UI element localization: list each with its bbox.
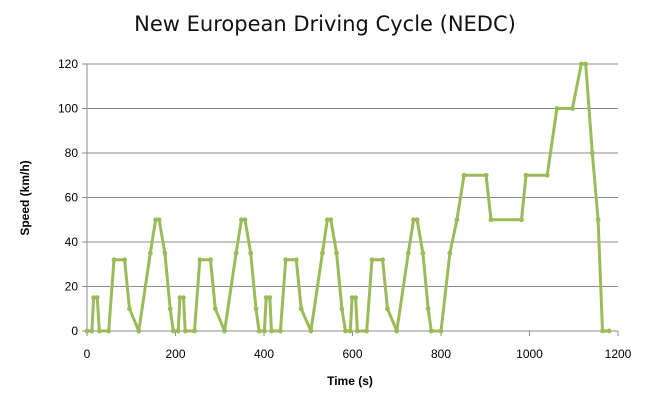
x-tick-label-400: 400 [254,347,274,361]
x-tick-label-1000: 1000 [516,347,543,361]
y-tick-label-20: 20 [65,280,79,294]
data-point-14 [167,306,173,312]
data-point-74 [589,150,595,156]
data-point-52 [380,257,385,263]
data-point-70 [554,106,560,111]
data-point-60 [428,328,434,334]
data-point-7 [122,257,128,263]
data-point-50 [364,328,370,334]
data-point-76 [600,328,605,334]
data-point-44 [339,306,345,312]
data-point-3 [94,295,100,301]
y-tick-label-100: 100 [58,102,78,116]
y-axis-title: Speed (km/h) [18,160,32,236]
data-point-48 [353,295,358,301]
y-tick-label-80: 80 [65,146,79,160]
data-point-25 [233,250,239,256]
y-tick-label-120: 120 [58,57,78,71]
data-point-22 [208,257,213,263]
data-point-29 [253,306,259,312]
data-point-23 [212,306,218,312]
data-point-12 [156,217,162,223]
data-point-4 [96,328,102,334]
data-point-49 [354,328,360,334]
series-line-0 [87,62,610,333]
data-point-0 [84,328,90,334]
data-point-57 [414,217,420,223]
data-point-9 [136,328,142,334]
data-point-55 [405,250,411,256]
data-point-51 [369,257,375,263]
data-point-6 [111,257,117,263]
data-point-73 [583,61,589,67]
data-point-19 [182,328,188,334]
data-point-15 [170,328,176,334]
x-tick-label-200: 200 [165,347,185,361]
data-point-39 [308,328,314,334]
data-point-11 [153,217,158,223]
data-point-72 [578,61,584,67]
data-point-71 [570,106,575,111]
data-point-24 [222,328,228,334]
data-point-33 [267,295,273,301]
x-tick-label-0: 0 [84,347,91,361]
data-point-77 [606,328,612,334]
data-point-41 [324,217,330,223]
data-point-42 [328,217,334,223]
data-point-28 [248,250,254,256]
data-point-16 [175,328,181,334]
data-point-17 [177,295,183,301]
data-point-59 [425,306,431,312]
data-point-26 [239,217,244,223]
data-point-8 [127,306,132,312]
data-point-45 [343,328,348,334]
data-point-54 [394,328,400,334]
data-point-56 [411,217,416,223]
y-tick-label-60: 60 [65,191,79,205]
data-point-34 [269,328,274,334]
y-tick-label-0: 0 [71,324,78,338]
data-point-58 [420,250,426,256]
data-point-43 [334,250,339,256]
data-point-35 [277,328,283,334]
y-tick-label-40: 40 [65,235,79,249]
data-point-31 [262,328,267,334]
data-point-27 [242,217,248,223]
data-point-63 [454,217,460,223]
data-point-67 [519,217,524,223]
data-point-20 [192,328,197,334]
data-point-37 [293,257,299,263]
data-point-47 [349,295,355,301]
data-point-40 [320,250,325,256]
data-point-61 [438,328,444,334]
data-point-75 [595,217,601,223]
data-point-46 [347,328,353,334]
data-point-2 [91,295,97,301]
data-point-36 [283,257,289,263]
data-point-1 [89,328,95,334]
x-tick-label-600: 600 [342,347,362,361]
data-point-65 [483,172,489,178]
data-point-13 [162,250,168,256]
data-point-68 [523,172,529,178]
x-tick-label-1200: 1200 [605,347,632,361]
data-point-30 [256,328,262,334]
data-point-53 [385,306,390,312]
data-point-5 [106,328,112,334]
data-point-21 [197,257,203,263]
x-tick-label-800: 800 [431,347,451,361]
data-point-18 [181,295,186,301]
data-point-32 [263,295,269,301]
data-point-69 [544,172,550,178]
data-point-66 [488,217,494,223]
x-axis-title: Time (s) [327,374,373,388]
data-point-38 [298,306,304,312]
data-point-10 [147,250,153,256]
data-point-64 [461,172,467,178]
chart-title: New European Driving Cycle (NEDC) [134,12,516,36]
data-point-62 [447,250,453,256]
